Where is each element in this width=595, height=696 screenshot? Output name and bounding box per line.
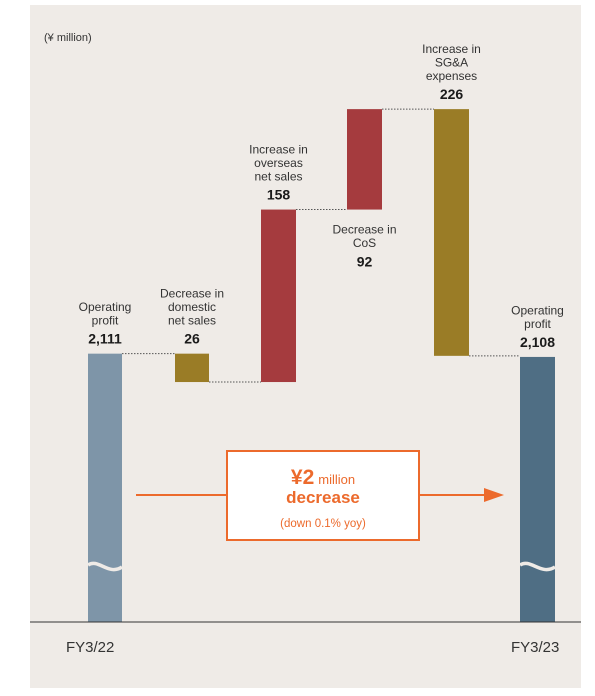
category-label-sga: SG&A [435,56,468,70]
arrowhead-icon [484,488,504,502]
value-label-overseas: 158 [267,187,291,203]
category-label-sga: Increase in [422,42,481,56]
category-label-cos: Decrease in [332,223,396,237]
category-label-overseas: overseas [254,156,303,170]
axis-break-start [87,561,123,572]
category-label-overseas: net sales [254,170,302,184]
callout-headline: decrease [286,488,360,507]
bar-end [520,356,555,622]
bar-start [88,353,122,622]
category-label-overseas: Increase in [249,143,308,157]
period-label-right: FY3/23 [511,639,559,656]
period-label-left: FY3/22 [66,639,114,656]
category-label-domestic: Decrease in [160,287,224,301]
bar-cos [347,109,382,210]
unit-label: (¥ million) [44,32,92,44]
callout-amount-unit: million [318,472,355,487]
category-label-cos: CoS [353,236,376,250]
value-label-start: 2,111 [88,331,122,347]
bar-domestic [175,353,209,383]
callout-amount-value: ¥2 [291,466,314,489]
callout-amount: ¥2 million [291,466,355,489]
callout-subtext: (down 0.1% yoy) [280,518,366,530]
callout-box [226,450,420,541]
category-label-end: Operating [511,303,564,317]
category-label-end: profit [524,317,551,331]
axis-break-end [519,561,556,572]
value-label-cos: 92 [357,254,373,270]
value-label-domestic: 26 [184,331,200,347]
category-label-sga: expenses [426,69,477,83]
value-label-end: 2,108 [520,334,555,350]
category-label-start: profit [92,314,119,328]
category-label-domestic: net sales [168,314,216,328]
bar-overseas [261,209,296,383]
category-label-start: Operating [79,300,132,314]
value-label-sga: 226 [440,86,464,102]
bar-sga [434,109,469,356]
category-label-domestic: domestic [168,300,216,314]
